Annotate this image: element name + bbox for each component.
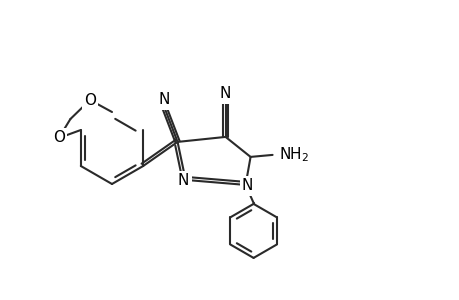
Text: N: N [241, 178, 253, 194]
Text: N: N [178, 173, 189, 188]
Text: N: N [158, 92, 170, 107]
Text: N: N [219, 86, 231, 101]
Text: O: O [84, 92, 96, 107]
Text: NH$_2$: NH$_2$ [278, 146, 308, 164]
Text: O: O [53, 130, 65, 146]
